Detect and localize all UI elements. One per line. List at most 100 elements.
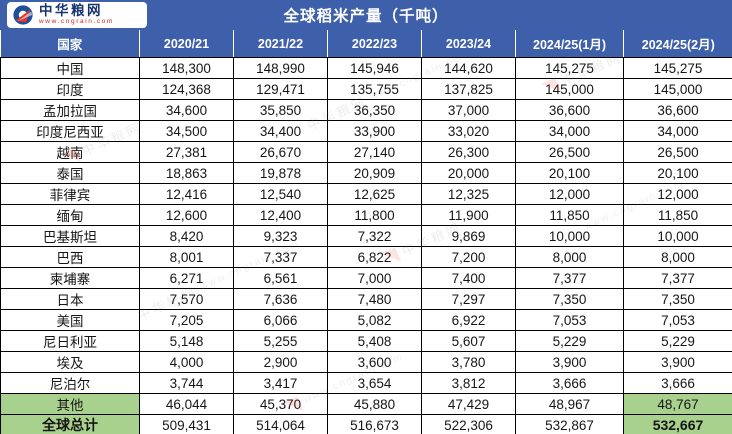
column-header-1: 2020/21 xyxy=(139,30,234,58)
value-cell: 145,000 xyxy=(515,78,624,100)
value-cell: 45,370 xyxy=(233,393,328,415)
value-cell: 7,570 xyxy=(139,288,234,310)
value-cell: 5,607 xyxy=(421,330,516,352)
value-cell: 3,744 xyxy=(139,372,234,394)
value-cell: 7,205 xyxy=(139,309,234,331)
value-cell: 7,350 xyxy=(623,288,732,310)
value-cell: 19,878 xyxy=(233,162,328,184)
value-cell: 5,255 xyxy=(233,330,328,352)
value-cell: 12,000 xyxy=(515,183,624,205)
value-cell: 7,000 xyxy=(327,267,422,289)
country-cell: 泰国 xyxy=(0,162,140,184)
value-cell: 145,000 xyxy=(623,78,732,100)
value-cell: 7,377 xyxy=(623,267,732,289)
value-cell: 7,400 xyxy=(421,267,516,289)
value-cell: 5,229 xyxy=(515,330,624,352)
country-cell: 巴西 xyxy=(0,246,140,268)
value-cell: 3,780 xyxy=(421,351,516,373)
value-cell: 33,900 xyxy=(327,120,422,142)
table-row: 其他 46,044 45,370 45,880 47,429 48,967 48,767 xyxy=(0,393,732,415)
value-cell: 48,967 xyxy=(515,393,624,415)
value-cell: 3,900 xyxy=(623,351,732,373)
value-cell: 144,620 xyxy=(421,57,516,79)
column-header-4: 2023/24 xyxy=(421,30,516,58)
value-cell: 27,140 xyxy=(327,141,422,163)
value-cell: 516,673 xyxy=(327,414,422,434)
value-cell: 5,148 xyxy=(139,330,234,352)
value-cell: 4,000 xyxy=(139,351,234,373)
rice-production-table: 国家 2020/21 2021/22 2022/23 2023/24 2024/25(1月… xyxy=(0,30,732,434)
value-cell: 33,020 xyxy=(421,120,516,142)
table-row: 印度尼西亚 34,500 34,400 33,900 33,020 34,000 34,00… xyxy=(0,120,732,142)
value-cell: 26,500 xyxy=(515,141,624,163)
value-cell: 3,812 xyxy=(421,372,516,394)
value-cell: 12,540 xyxy=(233,183,328,205)
value-cell: 8,000 xyxy=(623,246,732,268)
country-cell: 美国 xyxy=(0,309,140,331)
value-cell: 145,946 xyxy=(327,57,422,79)
column-header-3: 2022/23 xyxy=(327,30,422,58)
table-row: 巴西 8,001 7,337 6,822 7,200 8,000 8,000 xyxy=(0,246,732,268)
value-cell: 36,600 xyxy=(623,99,732,121)
value-cell: 20,000 xyxy=(421,162,516,184)
value-cell: 20,100 xyxy=(623,162,732,184)
value-cell: 3,900 xyxy=(515,351,624,373)
table-row: 泰国 18,863 19,878 20,909 20,000 20,100 20,100 xyxy=(0,162,732,184)
table-row: 日本 7,570 7,636 7,480 7,297 7,350 7,350 xyxy=(0,288,732,310)
value-cell: 3,654 xyxy=(327,372,422,394)
value-cell: 34,400 xyxy=(233,120,328,142)
value-cell: 7,337 xyxy=(233,246,328,268)
table-row: 埃及 4,000 2,900 3,600 3,780 3,900 3,900 xyxy=(0,351,732,373)
value-cell: 8,000 xyxy=(515,246,624,268)
value-cell: 6,922 xyxy=(421,309,516,331)
value-cell: 509,431 xyxy=(139,414,234,434)
value-cell: 26,300 xyxy=(421,141,516,163)
table-row: 柬埔寨 6,271 6,561 7,000 7,400 7,377 7,377 xyxy=(0,267,732,289)
brand-site-url: www.cngrain.com xyxy=(39,18,114,26)
production-table-body: 中国 148,300 148,990 145,946 144,620 145,275 145… xyxy=(0,57,732,434)
value-cell: 26,500 xyxy=(623,141,732,163)
value-cell: 3,666 xyxy=(623,372,732,394)
value-cell: 20,100 xyxy=(515,162,624,184)
value-cell: 9,869 xyxy=(421,225,516,247)
country-cell: 尼日利亚 xyxy=(0,330,140,352)
value-cell: 7,322 xyxy=(327,225,422,247)
brand-logo: 中华粮网 www.cngrain.com xyxy=(7,2,147,28)
value-cell: 137,825 xyxy=(421,78,516,100)
value-cell: 46,044 xyxy=(139,393,234,415)
value-cell: 12,400 xyxy=(233,204,328,226)
value-cell: 12,600 xyxy=(139,204,234,226)
table-row: 越南 27,381 26,670 27,140 26,300 26,500 26,500 xyxy=(0,141,732,163)
country-cell: 埃及 xyxy=(0,351,140,373)
page-title: 全球稻米产量（千吨） xyxy=(283,8,449,25)
value-cell: 3,417 xyxy=(233,372,328,394)
country-cell: 印度 xyxy=(0,78,140,100)
value-cell: 532,867 xyxy=(515,414,624,434)
country-cell: 菲律宾 xyxy=(0,183,140,205)
table-row: 缅甸 12,600 12,400 11,800 11,900 11,850 11,850 xyxy=(0,204,732,226)
table-row: 全球总计 509,431 514,064 516,673 522,306 532,867 5… xyxy=(0,414,732,434)
value-cell: 522,306 xyxy=(421,414,516,434)
country-cell: 缅甸 xyxy=(0,204,140,226)
value-cell: 35,850 xyxy=(233,99,328,121)
country-cell: 日本 xyxy=(0,288,140,310)
value-cell: 12,625 xyxy=(327,183,422,205)
column-header-5: 2024/25(1月) xyxy=(515,30,624,58)
table-row: 美国 7,205 6,066 5,082 6,922 7,053 7,053 xyxy=(0,309,732,331)
value-cell: 12,000 xyxy=(623,183,732,205)
value-cell: 45,880 xyxy=(327,393,422,415)
country-cell: 巴基斯坦 xyxy=(0,225,140,247)
value-cell: 7,297 xyxy=(421,288,516,310)
value-cell: 7,636 xyxy=(233,288,328,310)
value-cell: 6,822 xyxy=(327,246,422,268)
value-cell: 34,500 xyxy=(139,120,234,142)
value-cell: 3,600 xyxy=(327,351,422,373)
value-cell: 37,000 xyxy=(421,99,516,121)
value-cell: 6,561 xyxy=(233,267,328,289)
value-cell: 34,000 xyxy=(515,120,624,142)
value-cell: 12,325 xyxy=(421,183,516,205)
value-cell: 34,600 xyxy=(139,99,234,121)
country-cell: 中国 xyxy=(0,57,140,79)
value-cell: 36,350 xyxy=(327,99,422,121)
